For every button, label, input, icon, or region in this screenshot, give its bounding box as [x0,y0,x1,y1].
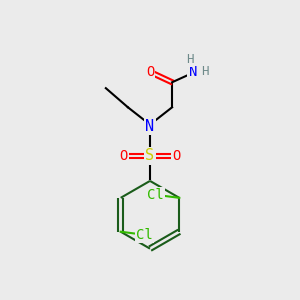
Text: Cl: Cl [147,188,164,202]
Text: S: S [146,148,154,164]
Text: N: N [146,119,154,134]
Text: H: H [201,65,209,79]
Text: Cl: Cl [136,228,153,242]
Text: O: O [146,65,154,79]
Text: O: O [172,149,181,163]
Text: O: O [119,149,128,163]
Text: N: N [188,65,197,79]
Text: H: H [186,53,194,66]
